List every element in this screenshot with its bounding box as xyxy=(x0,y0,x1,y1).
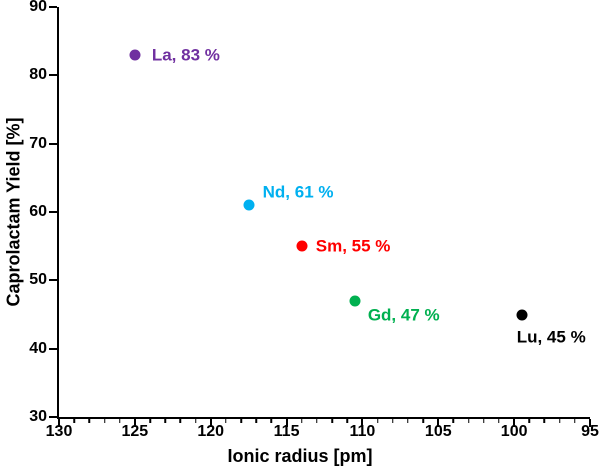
x-axis-minor-tick xyxy=(483,419,485,423)
y-axis-major-tick xyxy=(49,211,57,213)
x-axis-tick-label: 110 xyxy=(349,423,376,440)
y-axis-tick-label: 90 xyxy=(29,0,47,15)
y-axis-major-tick xyxy=(49,279,57,282)
x-axis-tick-label: 100 xyxy=(500,423,528,440)
data-point-label-la: La, 83 % xyxy=(151,45,220,65)
x-axis-minor-tick xyxy=(316,419,318,423)
x-axis-minor-tick xyxy=(164,419,166,423)
x-axis-major-tick xyxy=(589,419,591,427)
y-axis-tick-label: 50 xyxy=(29,271,47,289)
x-axis-minor-tick xyxy=(407,419,409,423)
x-axis-minor-tick xyxy=(194,419,197,423)
x-axis-minor-tick xyxy=(179,419,182,423)
y-axis-major-tick xyxy=(49,416,57,418)
data-point-label-gd: Gd, 47 % xyxy=(367,305,440,325)
x-axis-tick-label: 120 xyxy=(197,423,225,440)
x-axis-minor-tick xyxy=(467,419,470,423)
x-axis-tick-label: 95 xyxy=(581,423,599,440)
x-axis-major-tick xyxy=(133,419,136,427)
x-axis-minor-tick xyxy=(300,419,303,423)
y-axis-title: Caprolactam Yield [%] xyxy=(3,117,24,307)
x-axis-minor-tick xyxy=(452,419,455,423)
x-axis-tick-label: 130 xyxy=(45,423,73,440)
data-point-label-sm: Sm, 55 % xyxy=(315,236,391,256)
x-axis-minor-tick xyxy=(422,419,424,423)
y-axis-tick-label: 40 xyxy=(29,339,47,357)
x-axis-minor-tick xyxy=(149,419,151,423)
data-point-gd xyxy=(349,295,361,307)
x-axis-minor-tick xyxy=(255,419,257,423)
x-axis-minor-tick xyxy=(543,419,546,423)
x-axis-minor-tick xyxy=(331,419,333,423)
data-point-label-lu: Lu, 45 % xyxy=(516,327,586,346)
x-axis-minor-tick xyxy=(346,419,348,423)
x-axis-minor-tick xyxy=(270,419,273,423)
x-axis-minor-tick xyxy=(225,419,227,423)
x-axis-minor-tick xyxy=(73,419,75,423)
data-point-lu xyxy=(516,309,528,320)
y-axis-tick-label: 30 xyxy=(29,408,47,425)
x-axis-major-tick xyxy=(437,419,440,427)
data-point-label-nd: Nd, 61 % xyxy=(262,182,334,202)
x-axis-tick-label: 125 xyxy=(121,423,149,440)
data-point-sm xyxy=(296,240,308,252)
x-axis-minor-tick xyxy=(376,419,379,423)
x-axis-minor-tick xyxy=(392,419,394,423)
x-axis-minor-tick xyxy=(558,419,561,423)
x-axis-major-tick xyxy=(361,419,364,427)
x-axis-major-tick xyxy=(513,419,516,427)
x-axis-tick-label: 105 xyxy=(424,423,452,440)
x-axis-minor-tick xyxy=(240,419,242,423)
x-axis-minor-tick xyxy=(528,419,531,423)
x-axis-title: Ionic radius [pm] xyxy=(227,446,373,466)
y-axis-major-tick xyxy=(49,347,57,350)
x-axis-minor-tick xyxy=(574,419,576,423)
x-axis-minor-tick xyxy=(118,419,121,423)
x-axis-major-tick xyxy=(58,419,60,427)
x-axis-major-tick xyxy=(209,419,212,427)
data-point-la xyxy=(129,49,141,61)
plot-area: 130 125 120 115 110 105 100 95 90 80 70 60 50 40 30 La,… xyxy=(29,0,599,440)
data-point-nd xyxy=(243,199,255,211)
y-axis-tick-label: 60 xyxy=(29,203,47,220)
x-axis-tick-label: 115 xyxy=(273,423,300,440)
x-axis-minor-tick xyxy=(88,419,91,423)
x-axis-minor-tick xyxy=(498,419,500,423)
y-axis-major-tick xyxy=(49,6,57,8)
x-axis-minor-tick xyxy=(103,419,106,423)
y-axis-major-tick xyxy=(49,74,57,77)
y-axis-major-tick xyxy=(49,142,57,145)
x-axis-major-tick xyxy=(285,419,288,427)
y-axis-tick-label: 80 xyxy=(29,66,47,84)
y-axis-tick-label: 70 xyxy=(29,134,47,152)
